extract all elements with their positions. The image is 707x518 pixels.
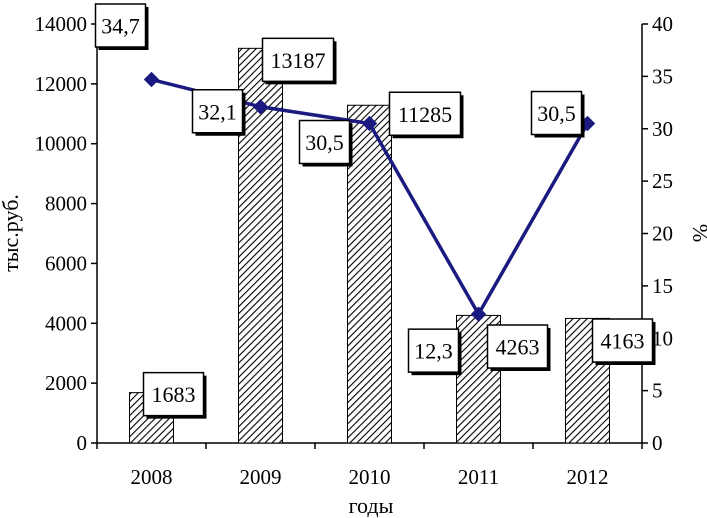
bar-value-label-box — [591, 318, 654, 363]
line-value-label: 34,7 — [94, 3, 149, 50]
y-right-tick-label: 15 — [652, 274, 673, 298]
line-value-label-text: 32,1 — [198, 99, 237, 124]
bar-value-label: 13187 — [261, 37, 337, 85]
y-right-tick-label: 40 — [652, 12, 673, 36]
bar-value-label: 4163 — [591, 318, 656, 365]
bar-value-label-text: 13187 — [271, 48, 326, 73]
data-labels: 1683 13187 11285 4263 4163 34,7 32,1 30,5 12,3 30… — [94, 3, 656, 419]
y-right-tick-label: 0 — [652, 431, 663, 455]
bar-value-label-text: 1683 — [152, 382, 196, 407]
y-right-tick-label: 35 — [652, 64, 673, 88]
line-value-label-text: 12,3 — [414, 339, 453, 364]
x-tick-label: 2010 — [349, 465, 391, 489]
line-value-label-text: 34,7 — [101, 14, 140, 39]
line-value-label-text: 30,5 — [305, 130, 344, 155]
bar-value-label: 4263 — [486, 324, 551, 371]
bar-value-label-text: 4263 — [496, 335, 540, 360]
y-left-tick-label: 8000 — [45, 192, 87, 216]
y-left-tick-label: 4000 — [45, 311, 87, 335]
y-right-tick-label: 20 — [652, 222, 673, 246]
y-left-tick-label: 0 — [77, 431, 88, 455]
line-value-label-box — [298, 119, 351, 165]
bar-value-label-text: 11285 — [398, 102, 452, 127]
y-left-tick-label: 6000 — [45, 251, 87, 275]
bar-value-label-text: 4163 — [601, 329, 645, 354]
line-value-label: 32,1 — [191, 89, 246, 136]
y-right-tick-label: 25 — [652, 169, 673, 193]
x-tick-label: 2012 — [567, 465, 609, 489]
y-left-tick-label: 2000 — [45, 371, 87, 395]
x-tick-label: 2009 — [240, 465, 282, 489]
y-right-tick-label: 5 — [652, 379, 663, 403]
y-right-tick-label: 30 — [652, 117, 673, 141]
x-tick-label: 2008 — [131, 465, 173, 489]
line-value-label: 30,5 — [298, 119, 353, 167]
line-value-label-box — [94, 3, 147, 48]
bar-value-label-box — [142, 371, 205, 417]
line-value-label: 30,5 — [530, 90, 585, 138]
axes: 0 2000 4000 6000 8000 10000 12000 14000 0 5 10 15 20… — [35, 12, 674, 489]
line-value-label-box — [530, 90, 583, 136]
bar-value-label-box — [388, 91, 462, 137]
line-point-marker — [470, 306, 487, 322]
line-point-marker — [361, 115, 378, 132]
line-value-label-box — [191, 89, 244, 134]
y-left-tick-label: 14000 — [35, 12, 88, 36]
line-value-label: 12,3 — [407, 328, 462, 376]
bars — [129, 47, 610, 444]
y-axis-right-title: % — [688, 224, 707, 242]
bar-value-label-box — [486, 324, 549, 369]
line-value-label-box — [407, 328, 460, 373]
x-axis-title: годы — [349, 493, 394, 518]
y-right-tick-label: 10 — [652, 326, 673, 350]
bar — [347, 104, 392, 444]
line-point-marker — [252, 99, 269, 115]
line-value-label-text: 30,5 — [537, 101, 576, 126]
line-point-marker — [143, 71, 160, 88]
y-axis-left-title: тыс.руб. — [0, 194, 23, 272]
y-left-tick-label: 12000 — [35, 72, 88, 96]
bar-value-label: 1683 — [142, 371, 207, 419]
bar-value-label-box — [261, 37, 335, 83]
y-left-tick-label: 10000 — [35, 132, 88, 156]
x-tick-label: 2011 — [458, 465, 499, 489]
bar-value-label: 11285 — [388, 91, 464, 139]
